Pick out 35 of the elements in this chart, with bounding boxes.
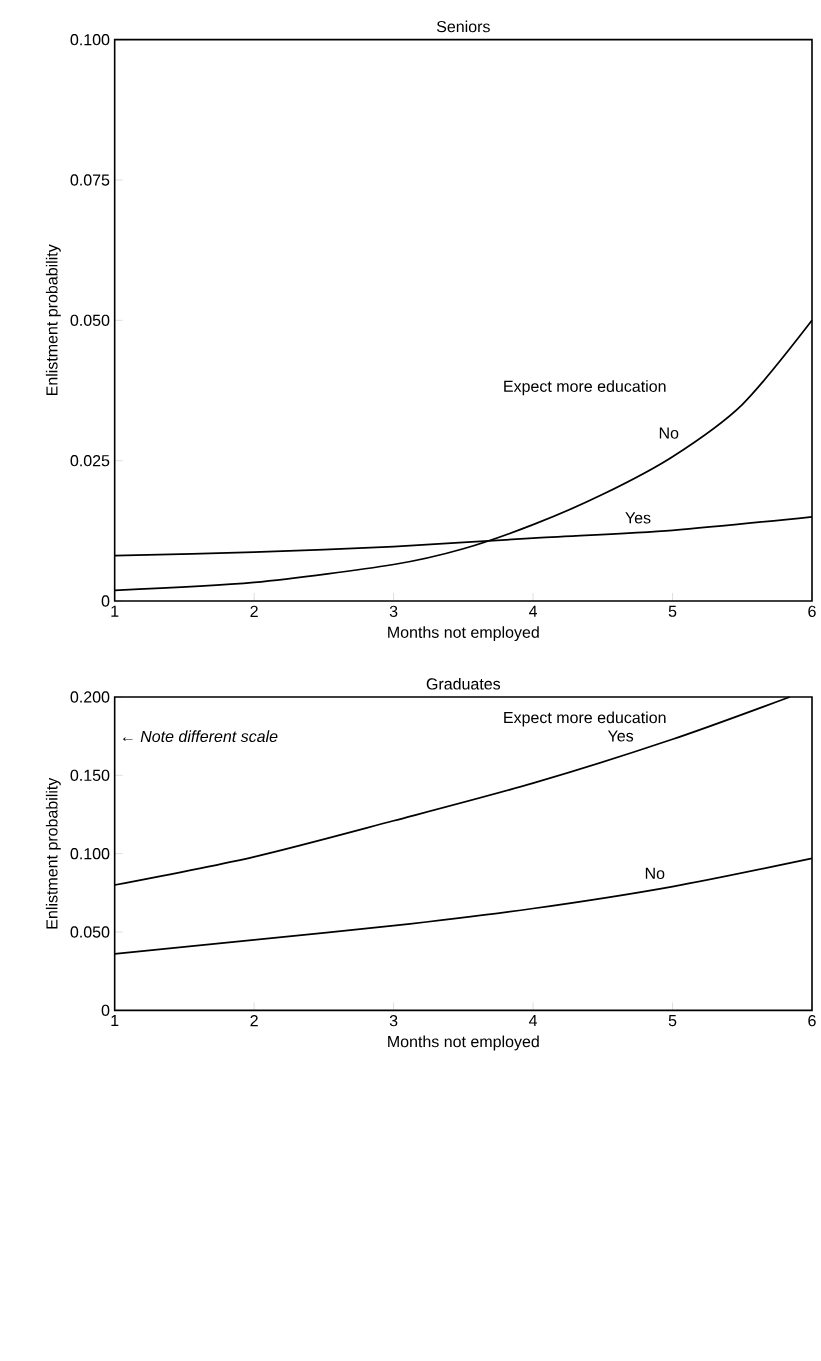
x-tick-label: 2 <box>250 1015 258 1027</box>
chart-title: Graduates <box>426 677 501 690</box>
y-axis-title: Enlistment probability <box>45 777 61 929</box>
x-tick-label: 6 <box>808 605 816 618</box>
x-tick-label: 1 <box>111 1015 119 1027</box>
y-tick-label: 0.025 <box>70 455 110 467</box>
y-tick-label: 0 <box>101 595 110 607</box>
legend-title: Expect more education <box>504 711 666 727</box>
x-tick-label: 4 <box>529 605 538 617</box>
y-tick-label: 0.150 <box>70 769 110 781</box>
chart-title: Seniors <box>437 20 490 33</box>
y-tick-label: 0.200 <box>70 691 110 703</box>
x-tick-label: 1 <box>111 605 119 617</box>
y-axis-title: Enlistment probability <box>45 244 61 396</box>
y-tick-label: 0.050 <box>70 926 110 938</box>
x-tick-label: 6 <box>808 1015 816 1027</box>
y-tick-label: 0.050 <box>70 314 110 326</box>
series-label: No <box>645 867 665 880</box>
x-axis-title: Months not employed <box>388 1035 539 1051</box>
x-tick-label: 2 <box>250 605 258 617</box>
x-tick-label: 3 <box>389 1015 398 1027</box>
series-label: Yes <box>607 730 634 742</box>
x-tick-label: 4 <box>529 1015 538 1027</box>
y-tick-label: 0.100 <box>70 34 110 46</box>
x-tick-label: 5 <box>668 1015 677 1027</box>
annotation: ← Note different scale <box>123 730 278 743</box>
legend-title: Expect more education <box>504 380 666 396</box>
series-label: Yes <box>625 512 651 524</box>
y-tick-label: 0 <box>101 1004 110 1016</box>
series-label: No <box>659 427 679 439</box>
x-axis-title: Months not employed <box>388 626 539 642</box>
x-tick-label: 3 <box>389 605 398 618</box>
x-tick-label: 5 <box>668 605 677 617</box>
y-tick-label: 0.100 <box>70 848 110 860</box>
y-tick-label: 0.075 <box>70 174 110 186</box>
